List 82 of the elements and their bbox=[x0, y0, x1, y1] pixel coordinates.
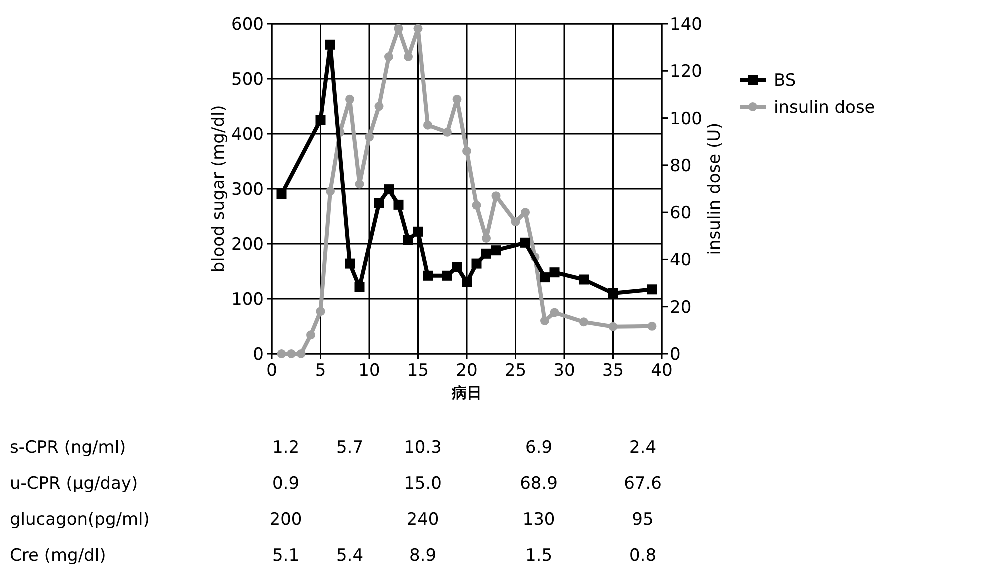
point bbox=[647, 284, 658, 295]
point bbox=[287, 350, 296, 358]
point bbox=[296, 350, 306, 358]
point bbox=[580, 318, 588, 327]
point bbox=[482, 248, 492, 259]
point bbox=[413, 226, 424, 237]
point bbox=[462, 278, 472, 288]
point bbox=[355, 180, 364, 189]
y-tick-label: 400 bbox=[232, 125, 264, 145]
point bbox=[579, 274, 589, 285]
x-tick-label: 40 bbox=[651, 361, 673, 381]
point bbox=[326, 186, 335, 196]
point bbox=[608, 288, 618, 298]
y2-tick-label: 80 bbox=[670, 156, 692, 176]
x-tick-label: 5 bbox=[315, 361, 326, 381]
point bbox=[423, 270, 433, 281]
point bbox=[608, 322, 618, 332]
y2-tick-label: 100 bbox=[670, 109, 702, 130]
point bbox=[384, 52, 394, 62]
x-tick-label: 30 bbox=[554, 361, 576, 381]
text: u-CPR (μg/day) 0.9 15.0 68.9 67.6 bbox=[10, 474, 662, 494]
point bbox=[414, 24, 423, 34]
point bbox=[277, 350, 286, 358]
point bbox=[316, 307, 326, 316]
point bbox=[276, 190, 287, 200]
y2-tick-label: 60 bbox=[670, 204, 692, 224]
point bbox=[452, 262, 462, 272]
x-tick-label: 15 bbox=[407, 361, 430, 381]
point bbox=[306, 330, 316, 340]
y2-tick-label: 20 bbox=[670, 298, 692, 318]
y2-tick-label: 120 bbox=[670, 62, 702, 82]
text: s-CPR (ng/ml) 1.2 5.7 10.3 6.9 2.4 bbox=[10, 438, 657, 458]
x-tick-label: 0 bbox=[266, 361, 278, 381]
point bbox=[404, 52, 413, 62]
point bbox=[346, 94, 354, 104]
point bbox=[354, 282, 365, 292]
point bbox=[521, 208, 530, 218]
x-tick-label: 35 bbox=[602, 361, 624, 381]
legend-label: BS bbox=[774, 71, 796, 91]
point bbox=[442, 270, 452, 281]
y-tick-label: 300 bbox=[232, 180, 264, 200]
point bbox=[550, 308, 560, 318]
point bbox=[424, 120, 432, 130]
x-tick-label: 10 bbox=[358, 361, 380, 381]
point bbox=[511, 218, 520, 226]
point bbox=[384, 184, 394, 195]
point bbox=[374, 198, 384, 208]
x-axis-title: 病日 bbox=[451, 384, 482, 402]
point bbox=[404, 235, 414, 246]
y-tick-label: 600 bbox=[232, 15, 264, 35]
point bbox=[520, 238, 530, 248]
point bbox=[462, 146, 472, 156]
y2-axis-title: insulin dose (U) bbox=[705, 122, 725, 256]
point bbox=[452, 94, 462, 104]
legend-label: insulin dose bbox=[774, 98, 876, 118]
text: Cre (mg/dl) 5.1 5.4 8.9 1.5 0.8 bbox=[10, 546, 657, 566]
y2-tick-label: 0 bbox=[670, 345, 681, 365]
point bbox=[540, 272, 550, 283]
point bbox=[472, 201, 482, 210]
point bbox=[550, 268, 560, 278]
x-tick-label: 25 bbox=[504, 361, 527, 381]
point bbox=[345, 258, 355, 269]
y2-tick-label: 140 bbox=[670, 15, 702, 35]
point bbox=[540, 316, 550, 326]
text: glucagon(pg/ml) 200 240 130 95 bbox=[10, 510, 654, 530]
x-tick-label: 20 bbox=[456, 361, 478, 381]
y-tick-label: 500 bbox=[232, 70, 264, 90]
point bbox=[316, 115, 326, 126]
point bbox=[472, 258, 482, 269]
y2-tick-label: 40 bbox=[670, 250, 692, 271]
point bbox=[491, 246, 502, 256]
point bbox=[648, 322, 657, 331]
point bbox=[326, 40, 336, 50]
point bbox=[394, 200, 404, 210]
y-tick-label: 100 bbox=[232, 290, 264, 310]
point bbox=[443, 128, 452, 137]
point bbox=[374, 102, 384, 111]
y-tick-label: 200 bbox=[232, 235, 264, 255]
y-axis-title: blood sugar (mg/dl) bbox=[209, 105, 229, 273]
y-tick-label: 0 bbox=[253, 345, 264, 365]
point bbox=[365, 132, 374, 142]
point bbox=[482, 234, 491, 243]
